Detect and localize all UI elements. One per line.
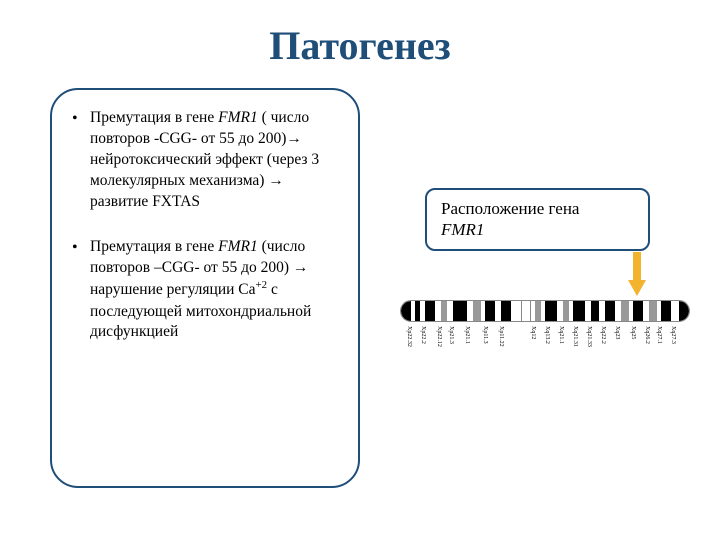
page-title: Патогенез (0, 0, 720, 79)
chromosome-band (649, 301, 657, 321)
location-arrow-icon (628, 252, 646, 296)
band-label: Xq21.33 (586, 326, 592, 347)
bullet-list: Премутация в гене FMR1 ( число повторов … (72, 108, 342, 343)
chromosome-band (535, 301, 541, 321)
band-label: Xq12 (530, 326, 536, 339)
bullet-item-1: Премутация в гене FMR1 ( число повторов … (72, 108, 342, 213)
band-label: Xq23 (614, 326, 620, 339)
band-label: Xp11.22 (498, 326, 504, 347)
chromosome-band (453, 301, 467, 321)
chromosome-band (501, 301, 511, 321)
chromosome-band (441, 301, 447, 321)
bullet2-prefix: Премутация в гене (90, 238, 218, 255)
band-label: Xp22.12 (436, 326, 442, 347)
bullet2-sup: +2 (256, 279, 268, 291)
band-label: Xq13.2 (544, 326, 550, 344)
band-label: Xq21.1 (558, 326, 564, 344)
band-label: Xq27.3 (670, 326, 676, 344)
chromosome-band (605, 301, 615, 321)
band-labels: Xp22.32 Xp22.2 Xp22.12 Xp21.3 Xp21.1 Xp11.3 Xp… (400, 326, 690, 406)
band-label: Xq25 (630, 326, 636, 339)
chromosome-band (563, 301, 569, 321)
band-label: Xp21.1 (464, 326, 470, 344)
gene-location-text: Расположение гена (441, 199, 579, 218)
chromosome-ideogram (400, 300, 690, 322)
band-label: Xq27.1 (656, 326, 662, 344)
chromosome-band (425, 301, 435, 321)
chromosome-band (661, 301, 671, 321)
chromosome-band (573, 301, 585, 321)
centromere (521, 301, 531, 321)
bullet1-gene: FMR1 (218, 109, 258, 126)
bullet-item-2: Премутация в гене FMR1 (число повторов –… (72, 237, 342, 344)
chromosome-band (485, 301, 495, 321)
chromosome-band (591, 301, 599, 321)
chromosome-band (415, 301, 420, 321)
q-arm-cap (679, 301, 689, 321)
p-arm-cap (401, 301, 411, 321)
band-label: Xp22.2 (420, 326, 426, 344)
bullet1-prefix: Премутация в гене (90, 109, 218, 126)
chromosome-band (633, 301, 643, 321)
band-label: Xq22.2 (600, 326, 606, 344)
gene-location-gene: FMR1 (441, 220, 484, 239)
pathogenesis-box: Премутация в гене FMR1 ( число повторов … (50, 88, 360, 488)
band-label: Xq26.2 (644, 326, 650, 344)
band-label: Xp21.3 (448, 326, 454, 344)
chromosome-band (621, 301, 629, 321)
chromosome-band (473, 301, 481, 321)
band-label: Xp22.32 (406, 326, 412, 347)
chromosome-band (545, 301, 557, 321)
band-label: Xq21.31 (572, 326, 578, 347)
bullet2-gene: FMR1 (218, 238, 258, 255)
gene-location-box: Расположение гена FMR1 (425, 188, 650, 251)
band-label: Xp11.3 (482, 326, 488, 344)
